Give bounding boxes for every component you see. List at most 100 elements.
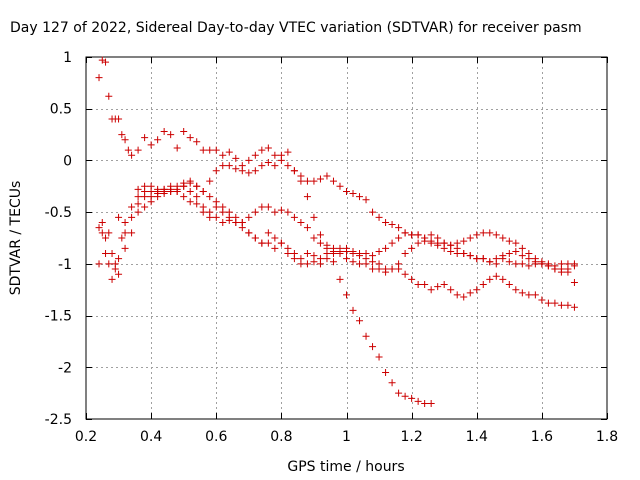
data-point-s1 bbox=[382, 368, 390, 376]
data-point-s4 bbox=[232, 213, 240, 221]
data-point-s1 bbox=[160, 127, 168, 135]
data-point-s3 bbox=[310, 234, 318, 242]
data-point-s5 bbox=[297, 172, 305, 180]
data-point-s4 bbox=[277, 239, 285, 247]
x-tick-label: 0.6 bbox=[205, 429, 227, 445]
data-point-s5 bbox=[492, 255, 500, 263]
data-point-s3 bbox=[206, 213, 214, 221]
data-point-s4 bbox=[310, 258, 318, 266]
data-point-s1 bbox=[369, 343, 377, 351]
data-point-s1 bbox=[232, 154, 240, 162]
data-point-s4 bbox=[108, 275, 116, 283]
data-point-s4 bbox=[245, 229, 253, 237]
data-point-s1 bbox=[303, 193, 311, 201]
data-point-s4 bbox=[434, 283, 442, 291]
data-point-s3 bbox=[245, 213, 253, 221]
data-point-s5 bbox=[453, 244, 461, 252]
data-point-s3 bbox=[349, 247, 357, 255]
data-point-s5 bbox=[362, 196, 370, 204]
data-point-s1 bbox=[206, 146, 214, 154]
x-axis-label: GPS time / hours bbox=[287, 459, 404, 475]
data-point-s5 bbox=[264, 158, 272, 166]
data-point-s2 bbox=[134, 208, 142, 216]
data-point-s4 bbox=[290, 255, 298, 263]
data-point-s3 bbox=[343, 247, 350, 255]
data-point-s4 bbox=[251, 234, 259, 242]
data-point-s4 bbox=[538, 296, 546, 304]
data-point-s1 bbox=[316, 231, 324, 239]
plot-frame bbox=[85, 56, 608, 420]
data-point-s1 bbox=[118, 131, 126, 139]
x-tick-label: 0.2 bbox=[75, 429, 97, 445]
data-point-s5 bbox=[316, 175, 324, 183]
data-point-s3 bbox=[369, 252, 377, 260]
data-point-s1 bbox=[141, 134, 149, 142]
data-point-s3 bbox=[570, 262, 578, 270]
data-point-s4 bbox=[362, 260, 370, 268]
data-point-s5 bbox=[173, 182, 181, 190]
data-point-s1 bbox=[199, 146, 207, 154]
data-point-s2 bbox=[505, 258, 513, 266]
data-point-s4 bbox=[551, 299, 559, 307]
data-point-s2 bbox=[128, 229, 136, 237]
data-point-s1 bbox=[180, 127, 188, 135]
data-point-s2 bbox=[186, 187, 194, 195]
data-point-s3 bbox=[356, 250, 364, 258]
data-point-s5 bbox=[512, 247, 520, 255]
data-point-s2 bbox=[271, 234, 279, 242]
data-point-s3 bbox=[382, 244, 390, 252]
data-point-s5 bbox=[329, 177, 337, 185]
data-point-s1 bbox=[356, 317, 364, 325]
data-point-s5 bbox=[505, 250, 513, 258]
data-point-s4 bbox=[531, 291, 539, 299]
axis-ticks: 0.2 0.4 0.6 0.8 1 1.2 1.4 1.6 1.8 1 0.5 0 -0.5 -1 -1.5… bbox=[45, 50, 618, 445]
data-point-s5 bbox=[570, 278, 578, 286]
data-point-s3 bbox=[225, 216, 233, 224]
data-point-s1 bbox=[284, 148, 292, 156]
y-tick-label: -1 bbox=[58, 257, 72, 273]
data-point-s5 bbox=[564, 268, 572, 276]
y-tick-label: 0 bbox=[63, 153, 72, 169]
data-point-s5 bbox=[219, 162, 227, 170]
data-point-s2 bbox=[121, 244, 129, 252]
data-point-s4 bbox=[421, 281, 429, 289]
data-point-s4 bbox=[453, 291, 461, 299]
data-point-s1 bbox=[310, 213, 318, 221]
data-point-s5 bbox=[551, 265, 559, 273]
data-point-s1 bbox=[349, 306, 357, 314]
data-point-s1 bbox=[105, 92, 113, 100]
data-point-s3 bbox=[290, 213, 298, 221]
data-point-s5 bbox=[160, 190, 168, 198]
data-point-s5 bbox=[303, 177, 311, 185]
data-point-s1 bbox=[343, 291, 350, 299]
data-point-s3 bbox=[505, 237, 513, 245]
data-point-s1 bbox=[336, 275, 344, 283]
data-point-s5 bbox=[284, 162, 292, 170]
data-point-s2 bbox=[414, 239, 422, 247]
data-point-s4 bbox=[499, 275, 507, 283]
data-point-s5 bbox=[466, 252, 474, 260]
data-point-s3 bbox=[199, 208, 207, 216]
data-point-s3 bbox=[499, 234, 507, 242]
data-point-s5 bbox=[369, 208, 377, 216]
data-point-s4 bbox=[118, 234, 126, 242]
data-point-s4 bbox=[408, 275, 416, 283]
data-point-s1 bbox=[408, 394, 416, 402]
data-point-s1 bbox=[167, 131, 175, 139]
data-point-s4 bbox=[111, 260, 119, 268]
data-point-s4 bbox=[401, 270, 409, 278]
data-point-s5 bbox=[193, 182, 201, 190]
data-point-s3 bbox=[486, 229, 494, 237]
data-point-s1 bbox=[219, 151, 227, 159]
data-point-s4 bbox=[505, 281, 513, 289]
data-point-s4 bbox=[329, 247, 337, 255]
x-tick-label: 1.2 bbox=[400, 429, 422, 445]
y-tick-label: -0.5 bbox=[45, 205, 72, 221]
data-point-s4 bbox=[115, 255, 123, 263]
data-point-s4 bbox=[356, 260, 364, 268]
data-point-s5 bbox=[414, 231, 422, 239]
data-point-s5 bbox=[290, 167, 298, 175]
data-point-s1 bbox=[251, 151, 259, 159]
data-point-s5 bbox=[544, 262, 552, 270]
data-point-s5 bbox=[382, 218, 390, 226]
